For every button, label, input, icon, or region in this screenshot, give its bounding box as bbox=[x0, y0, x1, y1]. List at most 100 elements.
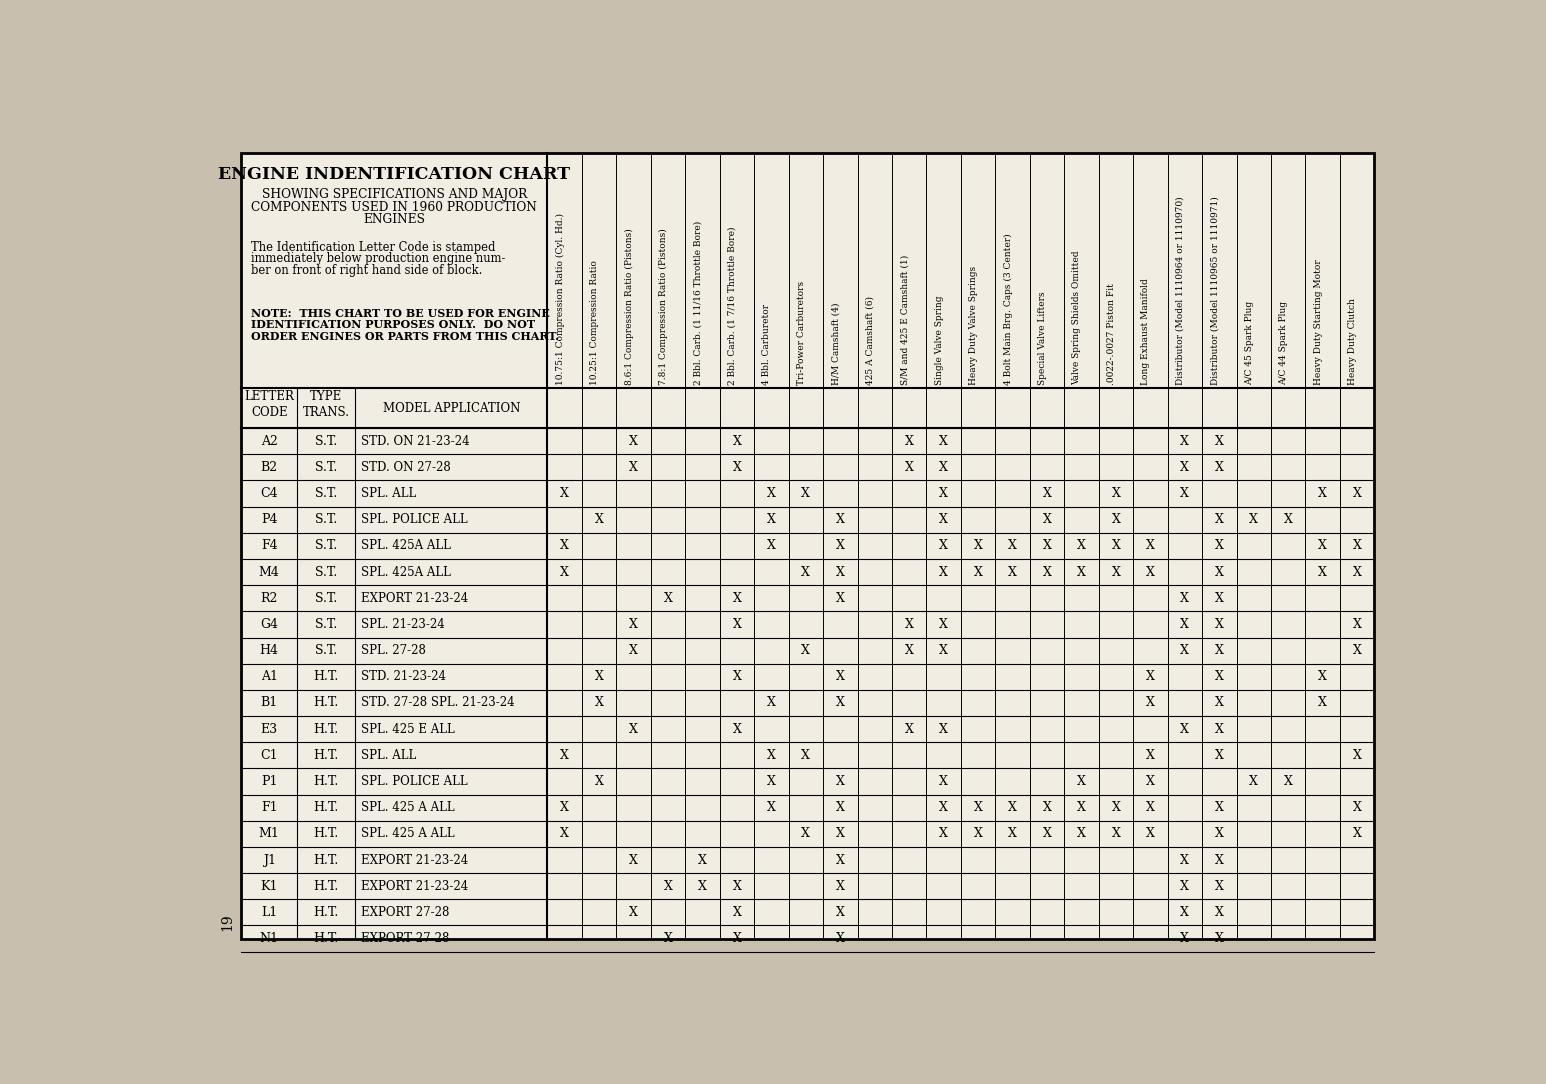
Text: X: X bbox=[940, 435, 948, 448]
Text: X: X bbox=[1215, 592, 1224, 605]
Text: X: X bbox=[663, 592, 673, 605]
Text: The Identification Letter Code is stamped: The Identification Letter Code is stampe… bbox=[250, 241, 495, 254]
Text: X: X bbox=[836, 670, 844, 683]
Text: F4: F4 bbox=[261, 540, 278, 553]
Text: ENGINES: ENGINES bbox=[363, 212, 425, 225]
Text: X: X bbox=[1181, 853, 1189, 866]
Text: X: X bbox=[733, 592, 742, 605]
Text: 7.8:1 Compression Ratio (Pistons): 7.8:1 Compression Ratio (Pistons) bbox=[659, 229, 668, 385]
Text: K1: K1 bbox=[260, 880, 278, 893]
Text: X: X bbox=[733, 932, 742, 945]
Text: J1: J1 bbox=[263, 853, 275, 866]
Text: X: X bbox=[733, 906, 742, 919]
Text: S.T.: S.T. bbox=[315, 540, 337, 553]
Text: X: X bbox=[1283, 775, 1292, 788]
Text: B1: B1 bbox=[261, 696, 278, 709]
Text: X: X bbox=[1042, 513, 1051, 526]
Text: X: X bbox=[1008, 540, 1017, 553]
Text: X: X bbox=[629, 723, 638, 736]
Text: X: X bbox=[1042, 566, 1051, 579]
Text: X: X bbox=[1181, 906, 1189, 919]
Text: H.T.: H.T. bbox=[314, 696, 339, 709]
Text: STD. 27-28 SPL. 21-23-24: STD. 27-28 SPL. 21-23-24 bbox=[362, 696, 515, 709]
Text: 2 Bbl. Carb. (1 7/16 Throttle Bore): 2 Bbl. Carb. (1 7/16 Throttle Bore) bbox=[728, 227, 737, 385]
Text: SPL. 21-23-24: SPL. 21-23-24 bbox=[362, 618, 445, 631]
Text: X: X bbox=[767, 775, 776, 788]
Text: X: X bbox=[1146, 566, 1155, 579]
Text: X: X bbox=[1042, 801, 1051, 814]
Text: X: X bbox=[733, 670, 742, 683]
Text: X: X bbox=[940, 801, 948, 814]
Text: M4: M4 bbox=[258, 566, 280, 579]
Text: X: X bbox=[836, 801, 844, 814]
Text: X: X bbox=[1215, 827, 1224, 840]
Text: X: X bbox=[1215, 749, 1224, 762]
Text: H.T.: H.T. bbox=[314, 749, 339, 762]
Text: X: X bbox=[1112, 540, 1121, 553]
Text: X: X bbox=[560, 827, 569, 840]
Text: X: X bbox=[1215, 801, 1224, 814]
Text: X: X bbox=[1146, 540, 1155, 553]
Text: LETTER
CODE: LETTER CODE bbox=[244, 390, 294, 420]
Text: X: X bbox=[974, 566, 983, 579]
Text: X: X bbox=[940, 461, 948, 474]
Text: X: X bbox=[940, 566, 948, 579]
Text: X: X bbox=[1146, 801, 1155, 814]
Text: IDENTIFICATION PURPOSES ONLY.  DO NOT: IDENTIFICATION PURPOSES ONLY. DO NOT bbox=[250, 320, 535, 331]
Text: Distributor (Model 1110964 or 1110970): Distributor (Model 1110964 or 1110970) bbox=[1177, 196, 1184, 385]
Text: X: X bbox=[1215, 932, 1224, 945]
Text: X: X bbox=[1353, 749, 1362, 762]
Text: L1: L1 bbox=[261, 906, 277, 919]
Text: X: X bbox=[560, 540, 569, 553]
Text: MODEL APPLICATION: MODEL APPLICATION bbox=[383, 401, 519, 414]
Text: X: X bbox=[1008, 827, 1017, 840]
Text: 10.75:1 Compression Ratio (Cyl. Hd.): 10.75:1 Compression Ratio (Cyl. Hd.) bbox=[555, 212, 564, 385]
Text: Single Valve Spring: Single Valve Spring bbox=[935, 296, 943, 385]
Text: X: X bbox=[733, 723, 742, 736]
Text: X: X bbox=[560, 801, 569, 814]
Text: Special Valve Lifters: Special Valve Lifters bbox=[1037, 292, 1047, 385]
Text: X: X bbox=[904, 618, 914, 631]
Text: X: X bbox=[940, 775, 948, 788]
Text: X: X bbox=[629, 644, 638, 657]
Text: EXPORT 21-23-24: EXPORT 21-23-24 bbox=[362, 880, 468, 893]
Text: X: X bbox=[1008, 801, 1017, 814]
Text: X: X bbox=[595, 513, 603, 526]
Text: X: X bbox=[1353, 644, 1362, 657]
Text: X: X bbox=[629, 435, 638, 448]
Text: X: X bbox=[1181, 592, 1189, 605]
Text: X: X bbox=[904, 435, 914, 448]
Text: H/M Camshaft (4): H/M Camshaft (4) bbox=[832, 302, 841, 385]
Text: F1: F1 bbox=[261, 801, 278, 814]
Text: 425 A Camshaft (6): 425 A Camshaft (6) bbox=[866, 296, 875, 385]
Text: EXPORT 27-28: EXPORT 27-28 bbox=[362, 932, 450, 945]
Text: ENGINE INDENTIFICATION CHART: ENGINE INDENTIFICATION CHART bbox=[218, 166, 570, 183]
Text: X: X bbox=[1215, 880, 1224, 893]
Text: E3: E3 bbox=[261, 723, 278, 736]
Text: X: X bbox=[1215, 435, 1224, 448]
Text: SPL. POLICE ALL: SPL. POLICE ALL bbox=[362, 775, 468, 788]
Text: H4: H4 bbox=[260, 644, 278, 657]
Text: X: X bbox=[836, 880, 844, 893]
Text: X: X bbox=[1249, 775, 1258, 788]
Text: X: X bbox=[733, 435, 742, 448]
Text: X: X bbox=[1112, 487, 1121, 500]
Text: X: X bbox=[1112, 566, 1121, 579]
Text: SPL. 425 A ALL: SPL. 425 A ALL bbox=[362, 827, 455, 840]
Text: immediately below production engine num-: immediately below production engine num- bbox=[250, 253, 506, 266]
Text: X: X bbox=[733, 461, 742, 474]
Text: X: X bbox=[1215, 566, 1224, 579]
Text: X: X bbox=[836, 566, 844, 579]
Text: X: X bbox=[767, 513, 776, 526]
Text: X: X bbox=[1042, 827, 1051, 840]
Text: A2: A2 bbox=[261, 435, 278, 448]
Text: NOTE:  THIS CHART TO BE USED FOR ENGINE: NOTE: THIS CHART TO BE USED FOR ENGINE bbox=[250, 308, 549, 319]
Text: X: X bbox=[1181, 461, 1189, 474]
Text: X: X bbox=[836, 827, 844, 840]
Text: S/M and 425 E Camshaft (1): S/M and 425 E Camshaft (1) bbox=[900, 255, 909, 385]
Text: X: X bbox=[767, 487, 776, 500]
Text: X: X bbox=[940, 723, 948, 736]
Text: X: X bbox=[940, 513, 948, 526]
Text: X: X bbox=[1353, 827, 1362, 840]
Text: X: X bbox=[801, 487, 810, 500]
